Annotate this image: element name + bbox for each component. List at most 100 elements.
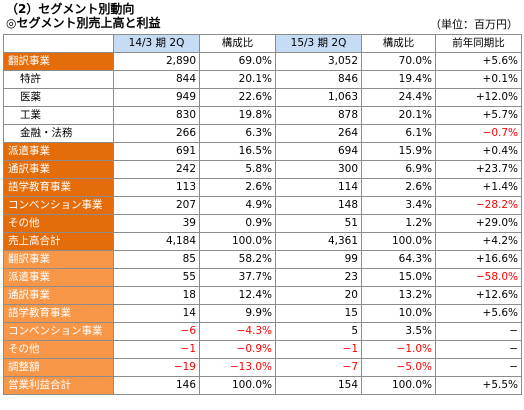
ratio-curr: 3.5% bbox=[361, 322, 436, 341]
table-row: 翻訳事業 2,890 69.0% 3,052 70.0% +5.6% bbox=[3, 52, 522, 71]
ratio-prev: −4.3% bbox=[199, 322, 276, 341]
table-row: 金融・法務 266 6.3% 264 6.1% −0.7% bbox=[3, 124, 522, 143]
ratio-curr: 20.1% bbox=[361, 106, 436, 125]
table-row: 派遣事業 691 16.5% 694 15.9% +0.4% bbox=[3, 142, 522, 161]
ratio-prev: 19.8% bbox=[199, 106, 276, 125]
row-label: 派遣事業 bbox=[3, 268, 114, 287]
yoy-change: +12.0% bbox=[435, 88, 522, 107]
table-row: 売上高合計 4,184 100.0% 4,361 100.0% +4.2% bbox=[3, 232, 522, 251]
ratio-prev: 0.9% bbox=[199, 214, 276, 233]
value-curr: 99 bbox=[275, 250, 362, 269]
ratio-curr: 6.1% bbox=[361, 124, 436, 143]
ratio-prev: 37.7% bbox=[199, 268, 276, 287]
value-prev: 207 bbox=[113, 196, 200, 215]
yoy-change: − bbox=[435, 358, 522, 377]
yoy-change: +12.6% bbox=[435, 286, 522, 305]
table-subtitle: ◎セグメント別売上高と利益 bbox=[6, 16, 161, 30]
table-row: 医薬 949 22.6% 1,063 24.4% +12.0% bbox=[3, 88, 522, 107]
value-prev: 18 bbox=[113, 286, 200, 305]
table-row: その他 −1 −0.9% −1 −1.0% − bbox=[3, 340, 522, 359]
ratio-curr: 3.4% bbox=[361, 196, 436, 215]
table-row: 派遣事業 55 37.7% 23 15.0% −58.0% bbox=[3, 268, 522, 287]
header-yoy: 前年同期比 bbox=[435, 34, 522, 53]
table-row: その他 39 0.9% 51 1.2% +29.0% bbox=[3, 214, 522, 233]
row-label: 語学教育事業 bbox=[3, 304, 114, 323]
yoy-change: +5.6% bbox=[435, 304, 522, 323]
ratio-curr: −5.0% bbox=[361, 358, 436, 377]
ratio-prev: 5.8% bbox=[199, 160, 276, 179]
value-curr: 15 bbox=[275, 304, 362, 323]
value-curr: 23 bbox=[275, 268, 362, 287]
value-curr: 3,052 bbox=[275, 52, 362, 71]
table-row: 工業 830 19.8% 878 20.1% +5.7% bbox=[3, 106, 522, 125]
value-curr: 114 bbox=[275, 178, 362, 197]
table-row: コンベンション事業 −6 −4.3% 5 3.5% − bbox=[3, 322, 522, 341]
ratio-curr: 24.4% bbox=[361, 88, 436, 107]
table-row: 通訳事業 242 5.8% 300 6.9% +23.7% bbox=[3, 160, 522, 179]
segment-table: 14/3 期 2Q 構成比 15/3 期 2Q 構成比 前年同期比 翻訳事業 2,… bbox=[3, 34, 522, 395]
value-prev: 844 bbox=[113, 70, 200, 89]
ratio-prev: 12.4% bbox=[199, 286, 276, 305]
value-curr: −1 bbox=[275, 340, 362, 359]
value-prev: 949 bbox=[113, 88, 200, 107]
ratio-curr: 13.2% bbox=[361, 286, 436, 305]
table-row: 翻訳事業 85 58.2% 99 64.3% +16.6% bbox=[3, 250, 522, 269]
ratio-prev: 58.2% bbox=[199, 250, 276, 269]
value-curr: 51 bbox=[275, 214, 362, 233]
value-curr: 5 bbox=[275, 322, 362, 341]
header-ratio-prev: 構成比 bbox=[199, 34, 276, 53]
ratio-prev: 6.3% bbox=[199, 124, 276, 143]
ratio-curr: 6.9% bbox=[361, 160, 436, 179]
row-label: 翻訳事業 bbox=[3, 52, 114, 71]
ratio-prev: 2.6% bbox=[199, 178, 276, 197]
value-prev: −1 bbox=[113, 340, 200, 359]
value-prev: 85 bbox=[113, 250, 200, 269]
value-curr: 846 bbox=[275, 70, 362, 89]
value-prev: 146 bbox=[113, 376, 200, 395]
header-blank bbox=[3, 34, 114, 53]
row-label: コンベンション事業 bbox=[3, 196, 114, 215]
yoy-change: −28.2% bbox=[435, 196, 522, 215]
yoy-change: +5.6% bbox=[435, 52, 522, 71]
ratio-prev: 16.5% bbox=[199, 142, 276, 161]
value-curr: 4,361 bbox=[275, 232, 362, 251]
yoy-change: +1.4% bbox=[435, 178, 522, 197]
row-label: 通訳事業 bbox=[3, 160, 114, 179]
ratio-prev: 4.9% bbox=[199, 196, 276, 215]
row-label: 工業 bbox=[3, 106, 114, 125]
yoy-change: +4.2% bbox=[435, 232, 522, 251]
ratio-curr: 100.0% bbox=[361, 376, 436, 395]
value-curr: 264 bbox=[275, 124, 362, 143]
yoy-change: +5.5% bbox=[435, 376, 522, 395]
value-prev: 39 bbox=[113, 214, 200, 233]
row-label: 派遣事業 bbox=[3, 142, 114, 161]
ratio-curr: 2.6% bbox=[361, 178, 436, 197]
section-title: （2）セグメント別動向 bbox=[6, 2, 135, 16]
ratio-curr: 19.4% bbox=[361, 70, 436, 89]
ratio-curr: 1.2% bbox=[361, 214, 436, 233]
ratio-prev: 20.1% bbox=[199, 70, 276, 89]
yoy-change: −0.7% bbox=[435, 124, 522, 143]
ratio-prev: −13.0% bbox=[199, 358, 276, 377]
ratio-prev: −0.9% bbox=[199, 340, 276, 359]
ratio-prev: 69.0% bbox=[199, 52, 276, 71]
ratio-curr: 15.0% bbox=[361, 268, 436, 287]
table-row: 語学教育事業 113 2.6% 114 2.6% +1.4% bbox=[3, 178, 522, 197]
yoy-change: +5.7% bbox=[435, 106, 522, 125]
yoy-change: +0.1% bbox=[435, 70, 522, 89]
ratio-prev: 9.9% bbox=[199, 304, 276, 323]
ratio-curr: 70.0% bbox=[361, 52, 436, 71]
value-prev: 113 bbox=[113, 178, 200, 197]
ratio-curr: −1.0% bbox=[361, 340, 436, 359]
row-label: コンベンション事業 bbox=[3, 322, 114, 341]
value-curr: 300 bbox=[275, 160, 362, 179]
value-curr: 878 bbox=[275, 106, 362, 125]
row-label: 金融・法務 bbox=[3, 124, 114, 143]
row-label: その他 bbox=[3, 340, 114, 359]
ratio-prev: 100.0% bbox=[199, 232, 276, 251]
ratio-prev: 100.0% bbox=[199, 376, 276, 395]
value-prev: −19 bbox=[113, 358, 200, 377]
yoy-change: +0.4% bbox=[435, 142, 522, 161]
table-row: 語学教育事業 14 9.9% 15 10.0% +5.6% bbox=[3, 304, 522, 323]
row-label: その他 bbox=[3, 214, 114, 233]
